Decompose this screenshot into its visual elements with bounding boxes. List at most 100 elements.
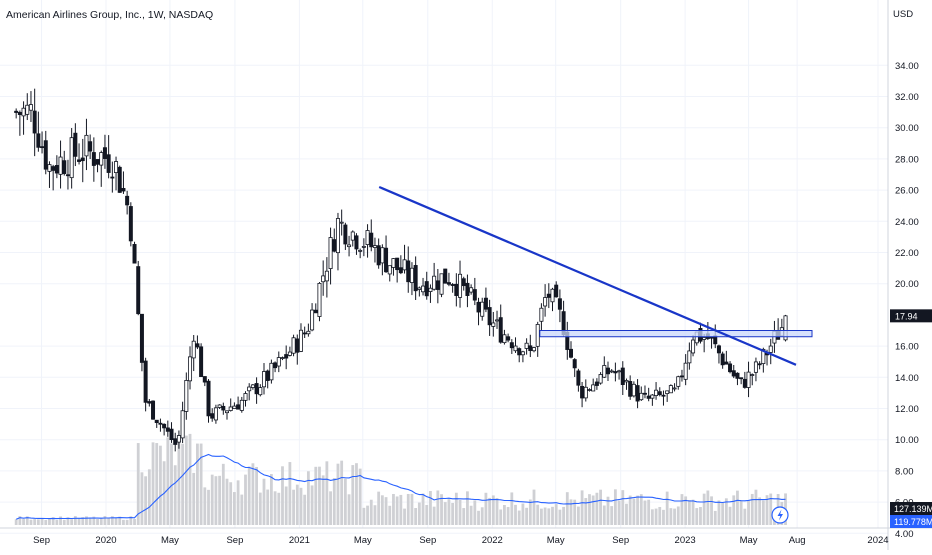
candle-body <box>391 258 396 268</box>
volume-bar <box>196 443 199 525</box>
volume-bar <box>366 505 369 525</box>
volume-bar <box>44 519 48 525</box>
volume-bar <box>569 499 573 525</box>
candle-body <box>687 350 692 364</box>
candle-body <box>458 273 463 298</box>
price-axis[interactable]: 34.00 32.00 30.00 28.00 26.00 24.00 22.00 20.00… <box>895 61 919 540</box>
volume-bar <box>310 485 314 525</box>
volume-bar <box>743 508 747 525</box>
candle-body <box>406 260 411 283</box>
volume-bar <box>750 493 754 525</box>
candle-body <box>88 141 93 152</box>
volume-bar <box>377 491 381 525</box>
candle-body <box>284 354 289 359</box>
candle-body <box>491 322 496 327</box>
candle-body <box>461 278 466 287</box>
candle-body <box>598 374 603 384</box>
candle-body <box>554 284 559 298</box>
volume-bar <box>669 508 673 525</box>
candle-body <box>609 370 614 373</box>
candle-body <box>158 422 163 425</box>
candle-body <box>746 371 751 388</box>
volume-bar <box>170 443 173 525</box>
volume-bar <box>736 490 739 525</box>
candle-body <box>528 345 533 352</box>
volume-bar <box>647 499 651 525</box>
candle-body <box>202 376 207 383</box>
candle-body <box>398 267 403 274</box>
candle-body <box>532 347 537 352</box>
candle-body <box>62 160 67 174</box>
volume-bar <box>81 517 85 525</box>
candle-body <box>591 384 596 392</box>
volume-bar <box>188 433 192 525</box>
volume-bar <box>613 489 617 525</box>
candle-body <box>125 195 130 206</box>
candle-body <box>387 265 392 275</box>
volume-bar <box>159 445 162 525</box>
volume-bar <box>617 500 621 525</box>
candle-body <box>154 419 159 424</box>
volume-bar <box>225 478 229 525</box>
candle-body <box>679 375 684 378</box>
candle-body <box>136 266 141 315</box>
candle-body <box>691 339 696 354</box>
candle-body <box>184 380 189 412</box>
candle-body <box>439 273 444 295</box>
volume-bar <box>133 519 136 525</box>
candle-body <box>421 285 426 293</box>
candle-body <box>247 386 252 392</box>
volume-bar <box>469 505 473 525</box>
candle-body <box>661 394 666 397</box>
candle-body <box>210 413 215 419</box>
candle-body <box>147 401 152 404</box>
candle-body <box>535 324 540 347</box>
candle-body <box>17 112 22 115</box>
candle-body <box>539 307 544 322</box>
volume-bar <box>480 507 484 525</box>
volume-bar <box>665 491 669 525</box>
candle-body <box>557 298 562 310</box>
candle-body <box>543 297 548 307</box>
volume-bar <box>384 497 388 525</box>
candle-body <box>317 282 322 317</box>
volume-bar <box>747 500 750 525</box>
volume-bar <box>728 506 732 525</box>
candle-body <box>454 283 459 296</box>
candle-body <box>672 387 677 390</box>
volume-bar <box>625 503 628 525</box>
volume-bar <box>147 469 151 525</box>
volume-bar <box>662 509 665 525</box>
volume-bar <box>684 496 688 525</box>
volume-bar <box>355 463 358 525</box>
candle-body <box>635 385 640 402</box>
time-axis[interactable]: Sep 2020 May Sep 2021 May Sep 2022 May Sep 2023 May… <box>33 535 888 546</box>
candle-body <box>51 166 56 171</box>
candle-body <box>709 336 714 339</box>
candle-body <box>384 247 389 273</box>
candle-body <box>265 370 270 381</box>
candle-body <box>358 249 363 252</box>
candle-body <box>313 309 318 314</box>
horizontal-price-zone[interactable] <box>539 330 813 338</box>
currency-label: USD <box>893 9 914 20</box>
candle-body <box>624 380 629 383</box>
candle-body <box>650 394 655 399</box>
descending-trendline[interactable] <box>378 185 797 366</box>
volume-bar <box>199 443 203 525</box>
volume-bar <box>236 480 240 525</box>
candle-body <box>258 387 263 396</box>
candle-body <box>702 337 707 340</box>
volume-bar <box>369 499 373 525</box>
candle-body <box>639 392 644 401</box>
candle-body <box>117 166 122 193</box>
volume-bar <box>650 509 654 525</box>
price-tick-label: 20.00 <box>895 279 919 290</box>
candle-body <box>65 174 70 177</box>
volume-bar <box>477 510 480 525</box>
volume-bar <box>602 505 606 525</box>
candle-body <box>343 224 348 245</box>
lightning-icon[interactable] <box>771 506 789 524</box>
